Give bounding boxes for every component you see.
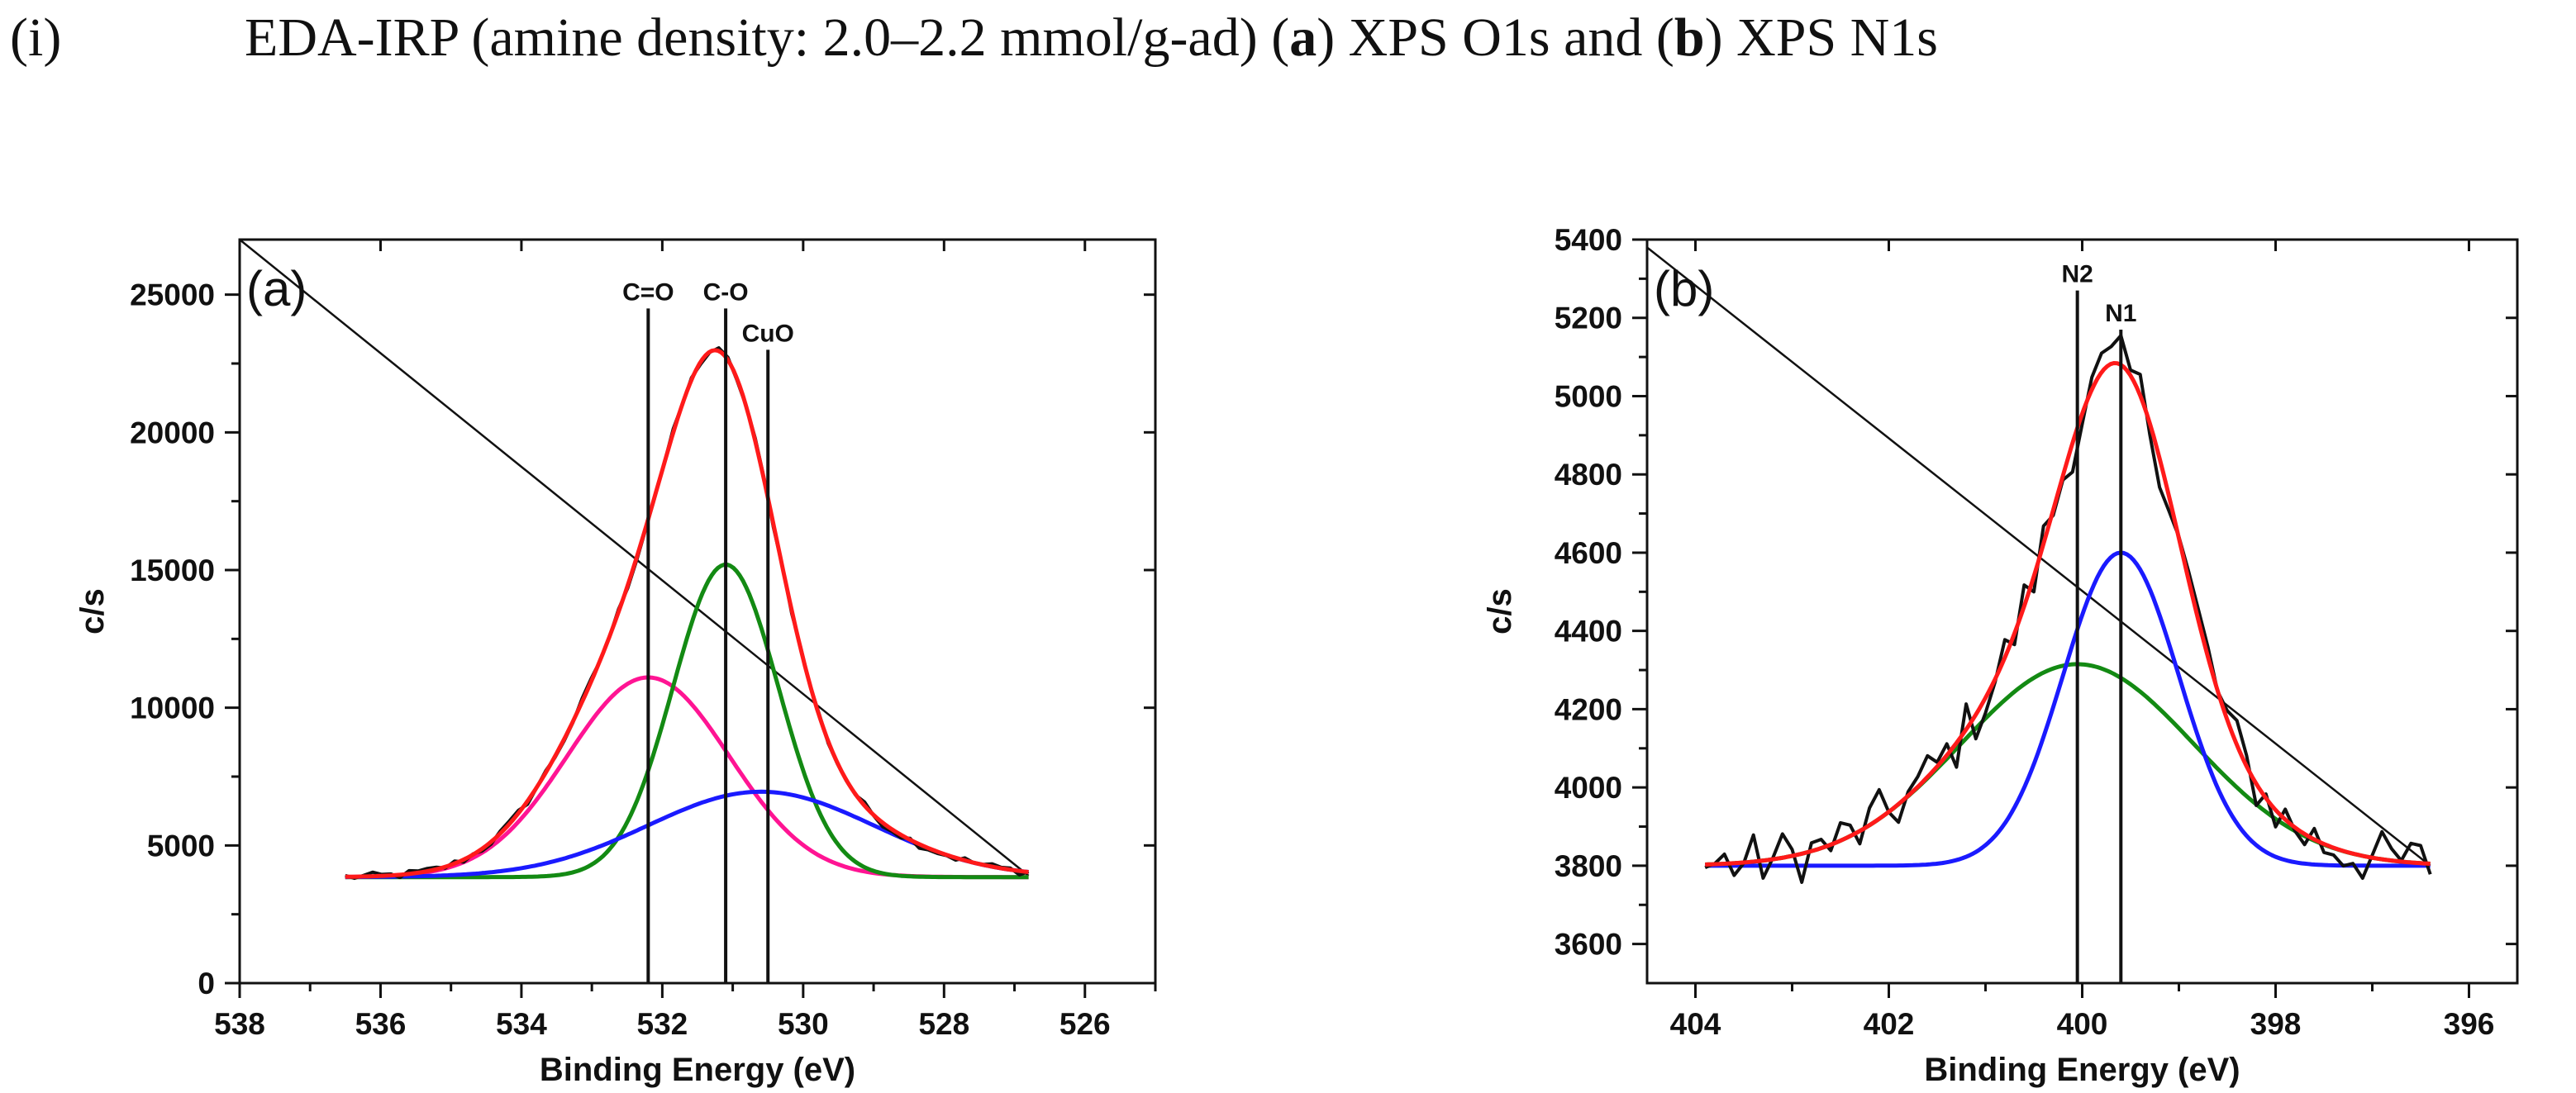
y-tick-label: 4200 — [1555, 692, 1622, 726]
y-axis-title: c/s — [1482, 588, 1518, 634]
x-tick-label: 534 — [496, 1007, 547, 1041]
peak-label-c-o: C-O — [703, 278, 749, 306]
caption-part-3: ) XPS O1s and ( — [1317, 7, 1674, 68]
x-tick-label: 396 — [2444, 1007, 2495, 1041]
y-tick-label: 4800 — [1555, 458, 1622, 492]
y-tick-label: 4000 — [1555, 771, 1622, 805]
y-tick-label: 4400 — [1555, 615, 1622, 649]
y-tick-label: 25000 — [130, 278, 215, 312]
x-axis-title: Binding Energy (eV) — [540, 1052, 855, 1088]
figure-caption: EDA-IRP (amine density: 2.0–2.2 mmol/g-a… — [245, 7, 1938, 69]
x-tick-label: 400 — [2057, 1007, 2108, 1041]
caption-part-1: EDA-IRP (amine density: 2.0–2.2 mmol/g-a… — [245, 7, 1290, 68]
series-measured — [1704, 334, 2432, 884]
x-tick-label: 536 — [355, 1007, 407, 1041]
y-tick-label: 20000 — [130, 416, 215, 449]
figure-header: (i) EDA-IRP (amine density: 2.0–2.2 mmol… — [0, 0, 2576, 91]
y-tick-label: 0 — [198, 967, 215, 1000]
y-tick-label: 5400 — [1555, 223, 1622, 257]
x-tick-label: 398 — [2250, 1007, 2302, 1041]
y-tick-label: 5200 — [1555, 302, 1622, 335]
peak-label-n2: N2 — [2061, 261, 2093, 288]
caption-part-5: ) XPS N1s — [1704, 7, 1938, 68]
series-fitted-envelope — [1705, 361, 2431, 867]
x-tick-label: 532 — [637, 1007, 688, 1041]
series-measured — [345, 346, 1030, 881]
peak-label-c-o: C=O — [622, 278, 674, 306]
y-tick-label: 5000 — [147, 829, 215, 863]
panel-label: (b) — [1654, 261, 1714, 316]
caption-part-4: b — [1674, 7, 1705, 68]
y-tick-label: 4600 — [1555, 536, 1622, 570]
series-n2-component — [1705, 662, 2431, 867]
x-tick-label: 402 — [1864, 1007, 1915, 1041]
y-axis-title: c/s — [74, 588, 111, 634]
figure-label: (i) — [10, 7, 62, 68]
y-tick-label: 15000 — [130, 554, 215, 587]
x-tick-label: 526 — [1059, 1007, 1111, 1041]
y-tick-label: 3800 — [1555, 849, 1622, 883]
curves — [1647, 246, 2432, 884]
series-fitted-envelope — [345, 348, 1029, 879]
x-tick-label: 538 — [214, 1007, 265, 1041]
series-c-o-component — [345, 563, 1029, 880]
chart-panel-b: 404 402 400 398 396 3600 3800 4000 4200 4400 4600 4… — [1482, 223, 2519, 1088]
y-tick-label: 5000 — [1555, 379, 1622, 413]
plot-frame — [238, 238, 1157, 985]
series-n1-component — [1705, 550, 2431, 868]
y-tick-label: 3600 — [1555, 928, 1622, 962]
curves — [240, 240, 1030, 881]
x-tick-label: 530 — [778, 1007, 829, 1041]
peak-label-n1: N1 — [2105, 300, 2136, 327]
x-tick-label: 404 — [1670, 1007, 1721, 1041]
background-line — [240, 240, 1030, 877]
caption-part-2: a — [1289, 7, 1317, 68]
x-tick-label: 528 — [918, 1007, 969, 1041]
x-axis-title: Binding Energy (eV) — [1924, 1052, 2240, 1088]
peak-label-cuo: CuO — [742, 320, 794, 347]
y-tick-label: 10000 — [130, 691, 215, 725]
chart-panel-a: 538 536 534 532 530 528 526 0 5000 10000 15000 2000… — [74, 238, 1157, 1088]
